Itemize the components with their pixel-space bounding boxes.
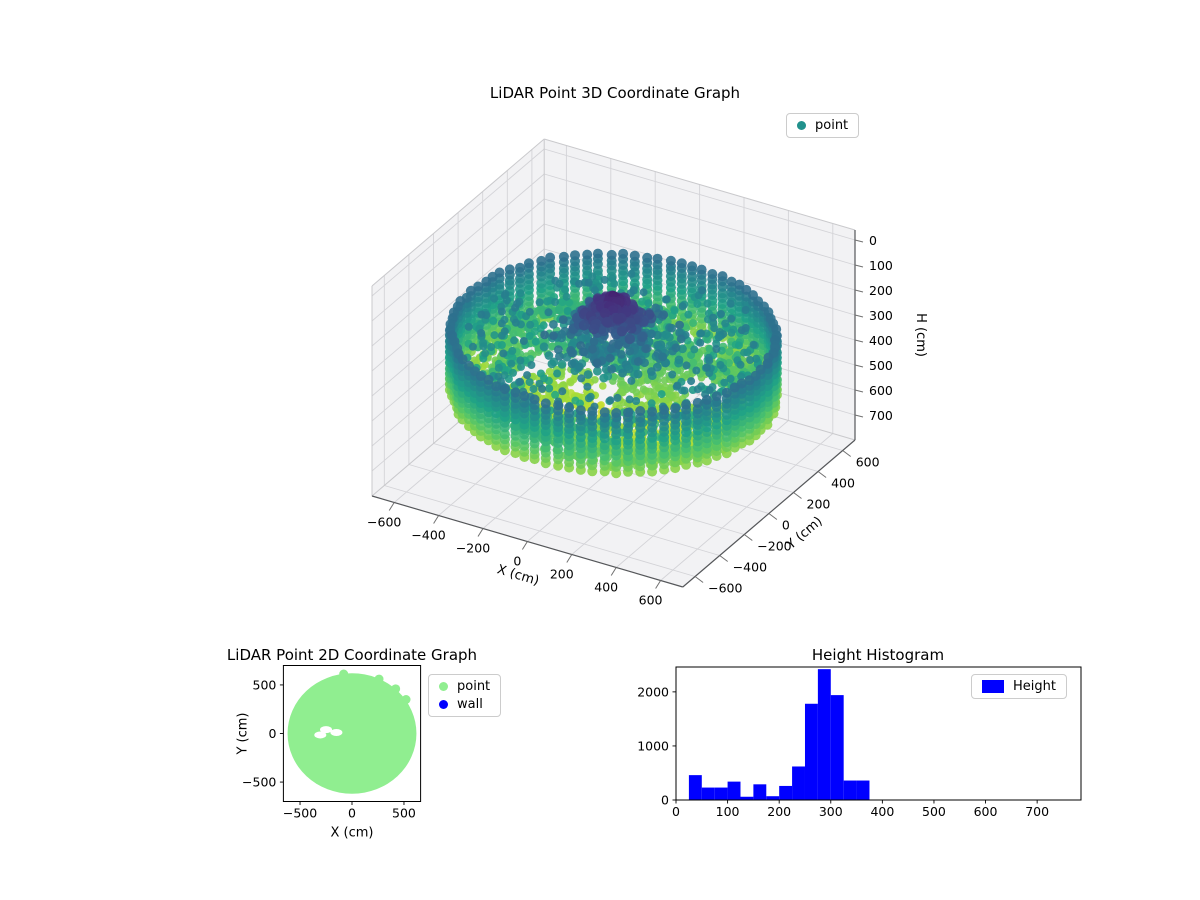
legend-item-point: point [797, 118, 848, 133]
svg-text:500: 500 [392, 806, 416, 821]
svg-text:500: 500 [869, 358, 893, 373]
point-disc [287, 673, 417, 794]
svg-text:600: 600 [639, 593, 663, 608]
svg-text:500: 500 [253, 677, 277, 692]
svg-text:100: 100 [869, 258, 893, 273]
svg-text:400: 400 [870, 804, 894, 819]
legend-label-point: point [815, 118, 849, 133]
svg-text:0: 0 [268, 726, 276, 741]
plot2d-axes: −500 0 500 −500 0 500 X (cm) Y (cm) [235, 665, 422, 841]
svg-text:400: 400 [594, 580, 618, 595]
svg-text:200: 200 [869, 283, 893, 298]
svg-text:100: 100 [716, 804, 740, 819]
wall-marker-icon [439, 700, 448, 709]
svg-text:−400: −400 [411, 528, 445, 543]
svg-text:300: 300 [819, 804, 843, 819]
legend-label-wall: wall [457, 697, 483, 712]
svg-text:200: 200 [807, 497, 831, 512]
hist-bar [804, 703, 818, 800]
legend-item-height: Height [982, 679, 1056, 694]
plot3d-title: LiDAR Point 3D Coordinate Graph [489, 84, 741, 102]
svg-text:0: 0 [782, 518, 790, 533]
legend-label-height: Height [1013, 679, 1056, 694]
hist-bar [779, 785, 793, 800]
legend-label-point: point [457, 679, 491, 694]
svg-text:500: 500 [922, 804, 946, 819]
svg-text:0: 0 [672, 804, 680, 819]
svg-text:−400: −400 [733, 560, 767, 575]
legend-item-wall: wall [439, 697, 490, 712]
svg-text:400: 400 [869, 333, 893, 348]
svg-text:300: 300 [869, 308, 893, 323]
svg-text:X (cm): X (cm) [331, 826, 374, 841]
svg-text:600: 600 [856, 455, 880, 470]
hist-bar [817, 669, 831, 800]
svg-text:200: 200 [550, 567, 574, 582]
svg-text:−600: −600 [708, 581, 742, 596]
height-marker-icon [982, 680, 1004, 693]
svg-text:H (cm): H (cm) [913, 313, 928, 357]
svg-text:−200: −200 [757, 539, 791, 554]
svg-text:0: 0 [513, 554, 521, 569]
svg-text:700: 700 [1025, 804, 1049, 819]
hist-bar [753, 784, 767, 800]
svg-text:−200: −200 [456, 541, 490, 556]
plot3d-legend: point [786, 113, 860, 138]
svg-text:400: 400 [831, 476, 855, 491]
svg-text:600: 600 [869, 383, 893, 398]
svg-text:−600: −600 [367, 515, 401, 530]
hist-bar [843, 780, 857, 800]
hist-bar [792, 766, 805, 800]
svg-text:200: 200 [767, 804, 791, 819]
svg-text:1000: 1000 [637, 738, 669, 753]
svg-text:0: 0 [661, 793, 669, 808]
hist-title: Height Histogram [811, 646, 945, 664]
svg-text:600: 600 [974, 804, 998, 819]
legend-item-point: point [439, 679, 490, 694]
hist-bar [740, 796, 754, 800]
point-marker-icon [439, 682, 448, 691]
hist-legend: Height [971, 674, 1067, 699]
plot2d-legend: point wall [428, 674, 502, 717]
svg-text:700: 700 [869, 408, 893, 423]
hist-bar [856, 780, 870, 800]
svg-text:−500: −500 [283, 806, 317, 821]
hist-bar [727, 781, 741, 800]
hist-bar [830, 695, 844, 800]
hist-bar [701, 787, 715, 800]
hist-axes: 0 100 200 300 400 500 600 700 0 1000 2000 [637, 666, 1082, 819]
point-marker-icon [797, 121, 806, 130]
plot2d-title: LiDAR Point 2D Coordinate Graph [226, 646, 478, 664]
hist-bar [714, 787, 728, 800]
svg-text:0: 0 [869, 233, 877, 248]
svg-text:2000: 2000 [637, 684, 669, 699]
hist-bar [766, 796, 780, 800]
svg-text:Y (cm): Y (cm) [235, 712, 250, 755]
hist-bar [688, 775, 702, 800]
svg-text:−500: −500 [242, 775, 276, 790]
svg-text:0: 0 [348, 806, 356, 821]
plot3d-points [444, 248, 782, 479]
